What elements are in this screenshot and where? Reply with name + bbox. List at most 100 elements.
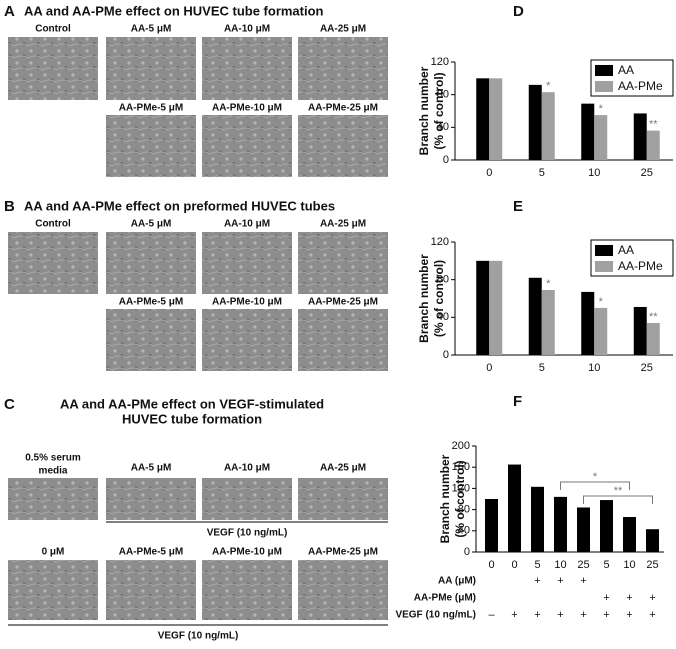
significance: *: [599, 296, 604, 308]
x-tick-label: 25: [641, 167, 653, 179]
micrograph: [298, 232, 388, 294]
y-axis-label: (% of control): [432, 260, 446, 337]
legend-swatch: [595, 81, 613, 92]
panel-title: AA and AA-PMe effect on VEGF-stimulated: [60, 396, 324, 411]
bar: [528, 84, 542, 160]
image-label: AA-PMe-10 μM: [212, 297, 282, 308]
micrograph: [298, 560, 388, 620]
bar: [577, 507, 590, 552]
panel-letter: E: [513, 198, 523, 215]
micrograph: [202, 115, 292, 177]
y-tick-label: 40: [437, 311, 449, 323]
y-tick-label: 40: [458, 525, 470, 537]
micrograph: [106, 115, 196, 177]
image-label: 0 μM: [42, 547, 65, 558]
condition-mark: +: [534, 609, 540, 621]
condition-mark: +: [511, 609, 517, 621]
micrograph: [106, 309, 196, 371]
image-label: AA-25 μM: [320, 463, 366, 474]
condition-mark: +: [580, 575, 586, 587]
condition-mark: +: [603, 609, 609, 621]
bar: [476, 260, 490, 355]
significance: *: [546, 278, 551, 290]
y-tick-label: 120: [431, 236, 449, 248]
bar: [633, 113, 647, 160]
bar: [476, 78, 490, 160]
x-tick-label: 5: [539, 362, 545, 374]
micrograph: [8, 560, 98, 620]
image-label: AA-PMe-5 μM: [119, 297, 183, 308]
bar: [581, 291, 595, 355]
bar: [528, 277, 542, 355]
condition-mark: +: [626, 592, 632, 604]
micrograph: [8, 232, 98, 294]
image-label: AA-PMe-25 μM: [308, 297, 378, 308]
y-axis-label: (% of control): [432, 72, 446, 149]
micrograph: [106, 37, 196, 100]
significance: **: [614, 485, 623, 497]
y-axis-label: Branch number: [438, 454, 452, 543]
panel-title: AA and AA-PMe effect on preformed HUVEC …: [24, 198, 335, 213]
panel-letter: B: [4, 198, 15, 215]
image-label: AA-PMe-25 μM: [308, 103, 378, 114]
legend-label: AA: [618, 63, 634, 77]
image-label: Control: [35, 24, 71, 35]
y-axis-label: Branch number: [417, 66, 431, 155]
x-tick-label: 0: [488, 559, 494, 571]
image-label: AA-5 μM: [131, 24, 172, 35]
y-tick-label: 120: [452, 482, 470, 494]
legend-swatch: [595, 261, 613, 272]
legend-label: AA: [618, 243, 634, 257]
x-tick-label: 5: [534, 559, 540, 571]
condition-mark: +: [557, 575, 563, 587]
micrograph: [298, 309, 388, 371]
legend-label: AA-PMe: [618, 79, 663, 93]
x-tick-label: 10: [623, 559, 635, 571]
y-tick-label: 0: [443, 349, 449, 361]
bar: [541, 290, 555, 355]
bar: [531, 486, 544, 552]
image-label: AA-PMe-10 μM: [212, 103, 282, 114]
micrograph: [106, 560, 196, 620]
bar: [489, 260, 503, 355]
panel-title: AA and AA-PMe effect on HUVEC tube forma…: [24, 3, 324, 18]
image-label: media: [39, 466, 68, 477]
image-label: AA-PMe-10 μM: [212, 547, 282, 558]
legend-label: AA-PMe: [618, 259, 663, 273]
panel-letter: D: [513, 3, 524, 20]
significance: *: [599, 103, 604, 115]
bar: [581, 103, 595, 160]
y-tick-label: 80: [437, 89, 449, 101]
legend-box: [590, 239, 674, 277]
micrograph: [8, 37, 98, 100]
condition-label: AA-PMe (μM): [414, 593, 476, 604]
condition-mark: +: [649, 609, 655, 621]
micrograph: [202, 560, 292, 620]
y-tick-label: 120: [431, 56, 449, 68]
bar: [508, 464, 521, 552]
bar: [554, 496, 567, 552]
condition-mark: +: [580, 609, 586, 621]
x-tick-label: 0: [486, 362, 492, 374]
panel-letter: F: [513, 393, 522, 410]
micrograph: [8, 478, 98, 520]
x-tick-label: 10: [588, 167, 600, 179]
y-tick-label: 0: [464, 546, 470, 558]
significance: *: [546, 80, 551, 92]
image-label: AA-10 μM: [224, 24, 270, 35]
image-label: AA-PMe-25 μM: [308, 547, 378, 558]
bar: [646, 322, 660, 355]
bar: [541, 92, 555, 160]
micrograph: [202, 37, 292, 100]
image-label: AA-25 μM: [320, 24, 366, 35]
y-tick-label: 40: [437, 121, 449, 133]
significance: *: [593, 471, 598, 483]
panel-letter: A: [4, 3, 15, 20]
image-label: 0.5% serum: [25, 453, 81, 464]
significance-bracket: [560, 481, 630, 490]
y-axis-label: Branch number: [417, 254, 431, 343]
bar: [600, 500, 613, 552]
micrograph: [202, 478, 292, 520]
panel-title: HUVEC tube formation: [122, 411, 262, 426]
